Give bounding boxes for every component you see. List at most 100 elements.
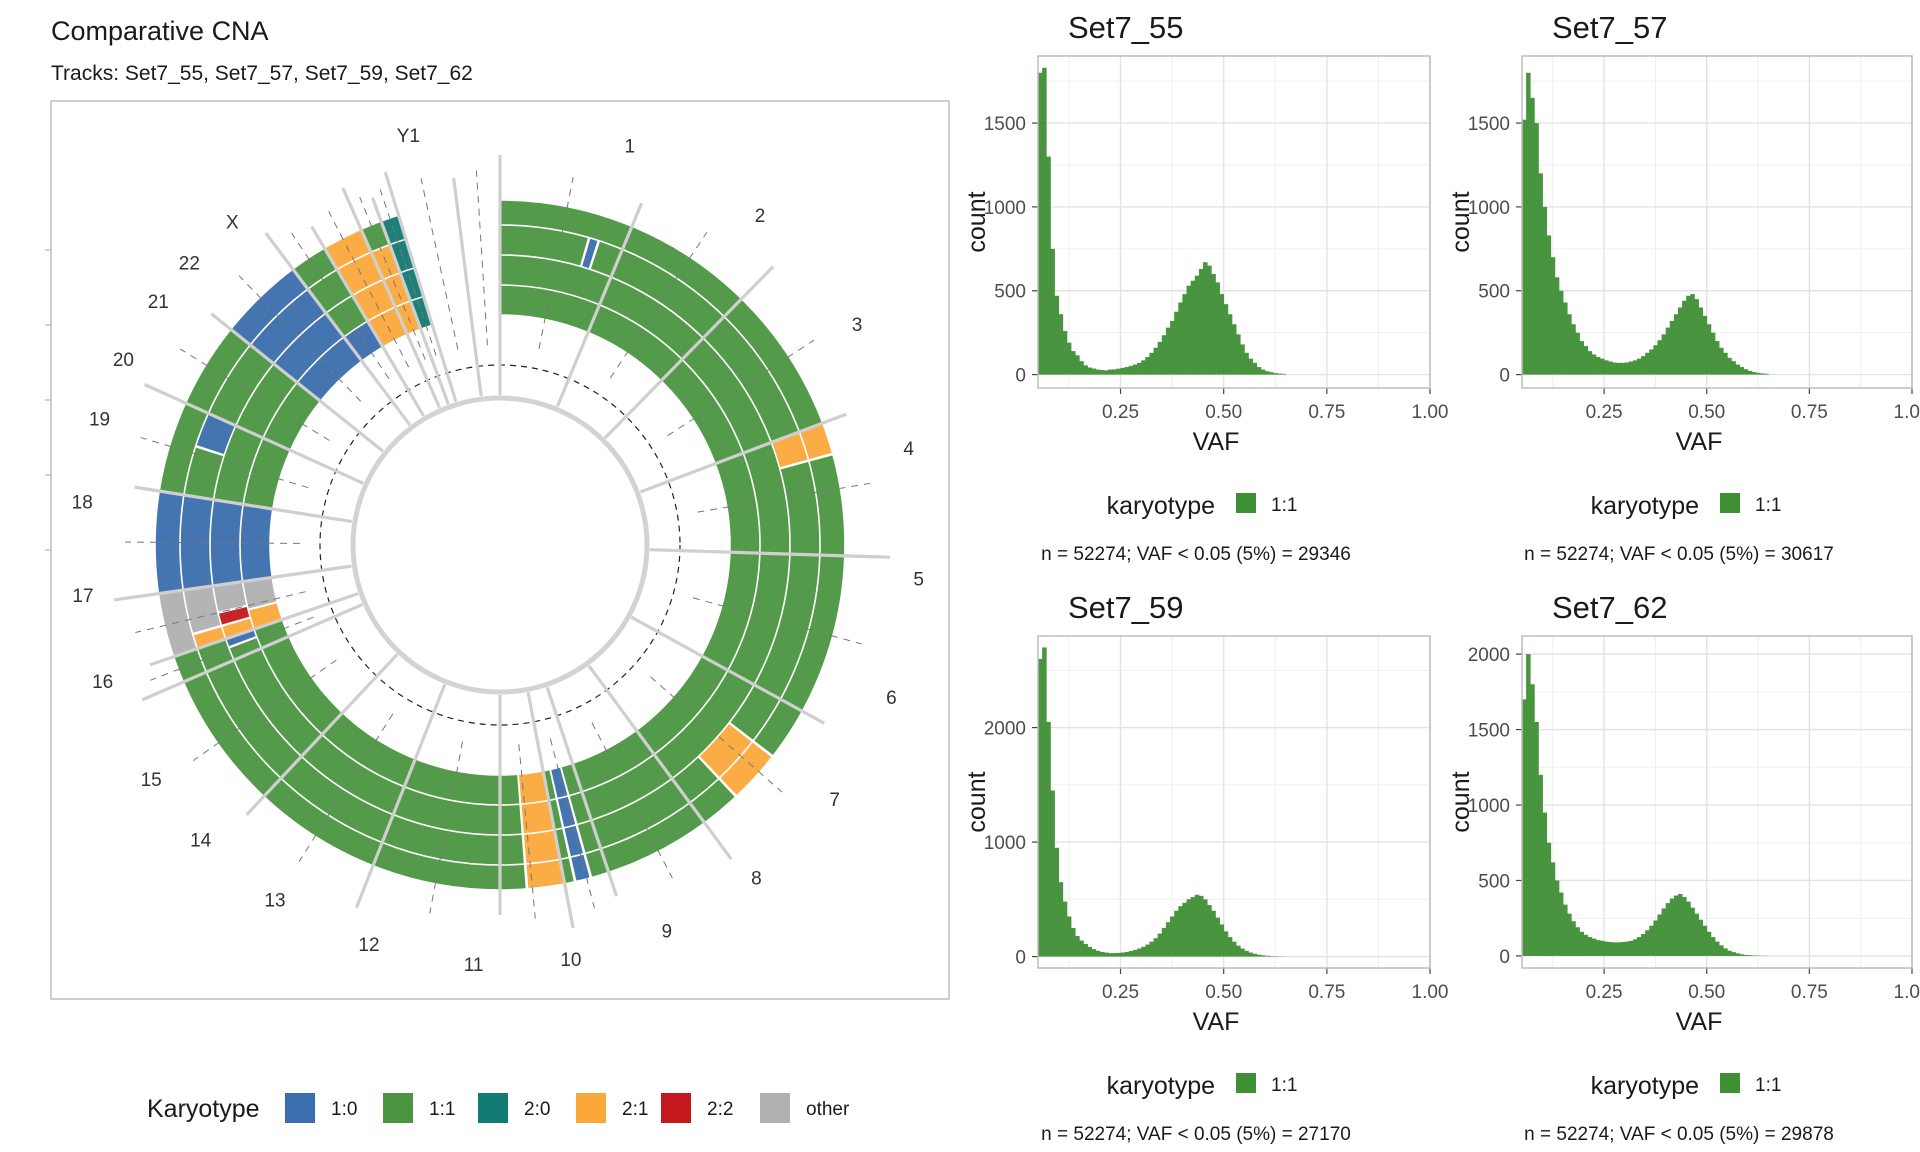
histogram-bar <box>1604 941 1609 956</box>
histogram-bar <box>1244 950 1249 957</box>
histogram-bar <box>1099 370 1105 375</box>
histogram-bar <box>1743 954 1749 956</box>
histogram-bar <box>1194 894 1200 957</box>
x-tick-label: 0.25 <box>1102 402 1139 423</box>
band-chr5-track3-1-1 <box>728 554 790 684</box>
histogram-bar <box>1182 902 1187 957</box>
band-chr8-track4-1-1 <box>561 763 581 796</box>
histogram-bar <box>1710 332 1716 375</box>
histogram-bar <box>1522 119 1527 375</box>
x-axis-title: VAF <box>1676 428 1723 456</box>
histogram-bar <box>1137 362 1142 375</box>
band-chr17-track1-1-1 <box>186 330 250 413</box>
band-chr2-track2-1-1 <box>612 249 724 338</box>
y-tick-label: 500 <box>1478 871 1510 892</box>
panel-caption: n = 52274; VAF < 0.05 (5%) = 30617 <box>1524 544 1834 565</box>
chr-label-13: 13 <box>264 891 285 912</box>
histogram-bar <box>1157 933 1163 957</box>
histogram-bar <box>1062 330 1068 375</box>
histogram-bar <box>1714 941 1720 956</box>
centromere-chr5 <box>692 597 862 645</box>
band-chr6-track1-1-1 <box>690 779 736 823</box>
legend-swatch-1-1 <box>1720 493 1740 513</box>
spoke-chr19 <box>264 232 412 427</box>
y-tick-label: 0 <box>1499 947 1510 968</box>
histogram-bar <box>1227 314 1233 375</box>
histogram-bar <box>1120 367 1126 375</box>
histogram-bar <box>1661 908 1667 956</box>
y-tick-label: 500 <box>994 282 1026 303</box>
histogram-bar <box>1649 349 1654 375</box>
histogram-bar <box>1215 917 1220 957</box>
x-tick-label: 0.75 <box>1308 982 1345 1003</box>
histogram-bar <box>1269 955 1274 957</box>
chr-label-15: 15 <box>141 770 162 791</box>
histogram-bar <box>1575 332 1580 375</box>
histogram-bar <box>1223 931 1229 957</box>
band-chr8-track1-1-1 <box>585 849 608 878</box>
histogram-bar <box>1723 352 1728 375</box>
band-chr6-track2-2-1 <box>699 723 753 778</box>
y-axis-title: count <box>1447 191 1475 252</box>
centromere-chr7 <box>591 722 673 879</box>
histogram-bar <box>1723 948 1728 956</box>
histogram-bar <box>1211 910 1216 957</box>
spoke-chr12 <box>245 653 399 816</box>
histogram-bar <box>1682 897 1687 956</box>
histogram-bar <box>1087 946 1093 957</box>
panel-title: Set7_59 <box>1068 590 1184 625</box>
band-chr13-track3-1-1 <box>229 637 261 660</box>
histogram-set7-55: Set7_55 0.25 0.50 0.75 1.00 0 500 1000 1500 VAF co… <box>963 10 1448 565</box>
chr-label-1: 1 <box>624 137 635 158</box>
legend-label-1-1: 1:1 <box>1271 495 1297 516</box>
band-chr5-track4-1-1 <box>701 553 760 670</box>
spoke-chr22 <box>370 197 450 405</box>
spoke-chr2 <box>555 202 644 408</box>
histogram-bar <box>1698 919 1704 956</box>
y-tick-label: 0 <box>1015 366 1026 387</box>
histogram-bar <box>1190 280 1196 375</box>
histogram-bar <box>1624 941 1630 956</box>
x-tick-label: 0.50 <box>1205 982 1242 1003</box>
spoke-chr7 <box>587 664 733 861</box>
histogram-bar <box>1760 373 1765 375</box>
band-chr4-track2-2-1 <box>771 433 809 468</box>
histogram-bar <box>1161 927 1167 957</box>
legend-title: karyotype <box>1107 1072 1215 1100</box>
histogram-bar <box>1550 862 1556 956</box>
histogram-bar <box>1522 699 1527 956</box>
histogram-bar <box>1132 364 1138 375</box>
histogram-bar <box>1207 905 1212 957</box>
spoke-chr17 <box>143 383 364 485</box>
legend-swatch-1-1 <box>383 1093 413 1123</box>
band-chr11-track4-1-1 <box>322 713 415 787</box>
x-tick-label: 0.25 <box>1586 982 1623 1003</box>
band-chr8-track4-1-1 <box>544 769 556 801</box>
histogram-bar <box>1281 373 1286 375</box>
histogram-bar <box>1054 847 1060 957</box>
band-chr1-track2-1-0 <box>582 238 598 269</box>
band-chr17-track3-1-1 <box>236 364 297 438</box>
histogram-bar <box>1604 360 1609 375</box>
histogram-bar <box>1104 952 1109 957</box>
histogram-bar <box>1264 955 1270 957</box>
histogram-bar <box>1579 341 1584 375</box>
spoke-chr14 <box>149 592 359 667</box>
band-chr10-track1-1-1 <box>374 842 499 890</box>
x-tick-label: 0.50 <box>1688 402 1725 423</box>
chr-label-22: 22 <box>179 253 200 274</box>
histogram-bar <box>1636 358 1642 375</box>
histogram-bar <box>1095 950 1101 957</box>
centromere-chr3 <box>667 339 815 437</box>
y-tick-label: 1000 <box>984 198 1026 219</box>
x-tick-label: 1.00 <box>1412 402 1449 423</box>
band-chr4-track1-1-1 <box>808 455 845 555</box>
histogram-bar <box>1141 946 1146 957</box>
chr-label-4: 4 <box>903 439 914 460</box>
x-axis-title: VAF <box>1193 1008 1240 1036</box>
histogram-bar <box>1649 925 1654 956</box>
histogram-bar <box>1194 275 1200 375</box>
histogram-bar <box>1198 895 1204 957</box>
histogram-bar <box>1710 937 1716 956</box>
